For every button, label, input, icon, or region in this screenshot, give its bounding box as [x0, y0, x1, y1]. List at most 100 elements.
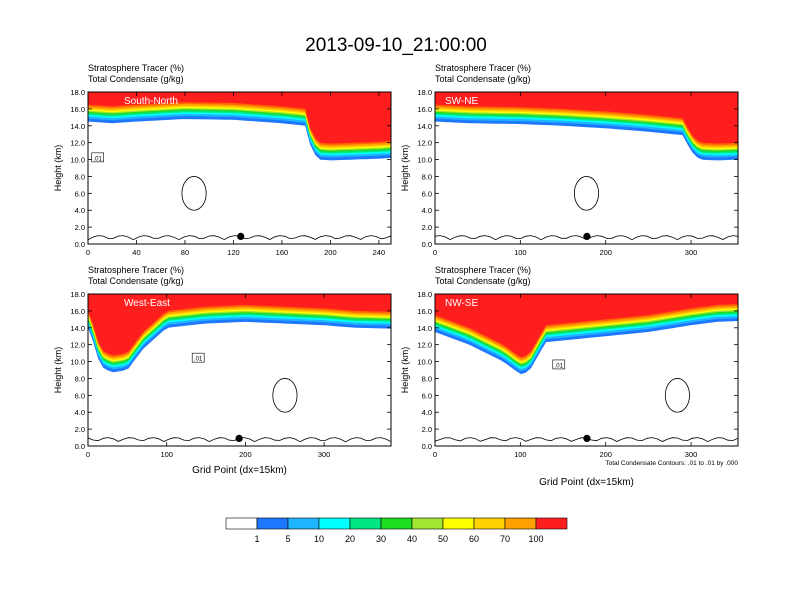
colorbar-label: 60 — [469, 534, 479, 544]
y-tick-label: 8.0 — [75, 374, 85, 383]
contour-label: .01 — [555, 363, 564, 369]
y-tick-label: 12.0 — [70, 341, 85, 350]
colorbar-box-3 — [318, 517, 351, 530]
panel-plot-area: .01 — [88, 294, 391, 446]
x-tick-label: 200 — [599, 450, 612, 459]
y-tick-label: 18.0 — [417, 88, 432, 97]
contour-label-box — [91, 152, 104, 163]
label-condensate: Total Condensate (g/kg) — [88, 276, 184, 286]
x-tick-label: 300 — [685, 450, 698, 459]
y-tick-label: 8.0 — [422, 374, 432, 383]
y-tick-label: 4.0 — [75, 206, 85, 215]
x-tick-label: 200 — [239, 450, 252, 459]
y-tick-label: 8.0 — [75, 172, 85, 181]
x-tick-label: 0 — [433, 450, 437, 459]
contour-footnote: Total Condensate Contours: .01 to .01 by… — [605, 460, 738, 467]
condensate-contour — [573, 176, 600, 211]
y-tick-label: 16.0 — [417, 307, 432, 316]
x-tick-label: 100 — [514, 450, 527, 459]
y-tick-label: 0.0 — [422, 442, 432, 451]
label-tracer: Stratosphere Tracer (%) — [435, 265, 531, 275]
y-tick-label: 12.0 — [70, 139, 85, 148]
x-axis-label: Grid Point (dx=15km) — [539, 477, 634, 488]
panel-tag: West-East — [124, 298, 170, 309]
y-tick-label: 18.0 — [70, 88, 85, 97]
panel-plot-area — [435, 92, 738, 244]
y-tick-label: 4.0 — [422, 408, 432, 417]
y-tick-label: 14.0 — [70, 122, 85, 131]
panel-tag: NW-SE — [445, 298, 478, 309]
colorbar-box-1 — [256, 517, 289, 530]
colorbar-box-6 — [411, 517, 444, 530]
y-tick-label: 14.0 — [417, 122, 432, 131]
location-marker — [583, 434, 591, 442]
x-tick-label: 100 — [514, 248, 527, 257]
y-tick-label: 10.0 — [417, 156, 432, 165]
panel-0: .01 South-North Stratosphere Tracer (%)Tot… — [53, 63, 392, 257]
colorbar-box-10 — [535, 517, 568, 530]
y-tick-label: 6.0 — [75, 189, 85, 198]
x-tick-label: 300 — [685, 248, 698, 257]
y-tick-label: 8.0 — [422, 172, 432, 181]
contour-label: .01 — [194, 357, 203, 363]
tracer-band-10 — [88, 294, 391, 356]
y-tick-label: 2.0 — [422, 425, 432, 434]
y-tick-label: 18.0 — [417, 290, 432, 299]
y-axis-label: Height (km) — [400, 145, 410, 192]
label-tracer: Stratosphere Tracer (%) — [88, 265, 184, 275]
colorbar-box-7 — [442, 517, 475, 530]
y-tick-label: 6.0 — [75, 391, 85, 400]
label-condensate: Total Condensate (g/kg) — [435, 276, 531, 286]
label-condensate: Total Condensate (g/kg) — [435, 74, 531, 84]
y-tick-label: 18.0 — [70, 290, 85, 299]
y-tick-label: 4.0 — [422, 206, 432, 215]
y-tick-label: 14.0 — [70, 324, 85, 333]
plot-frame — [87, 293, 392, 447]
y-tick-label: 6.0 — [422, 391, 432, 400]
y-tick-label: 16.0 — [70, 307, 85, 316]
x-tick-label: 100 — [160, 450, 173, 459]
colorbar: 1 5 10 20 30 40 50 60 70 100 — [225, 517, 568, 544]
panel-plot-area: .01 — [88, 92, 391, 244]
y-tick-label: 16.0 — [70, 105, 85, 114]
y-tick-label: 0.0 — [75, 442, 85, 451]
plot-frame — [434, 91, 739, 245]
colorbar-label: 5 — [285, 534, 290, 544]
x-tick-label: 300 — [318, 450, 331, 459]
y-tick-label: 10.0 — [70, 156, 85, 165]
y-tick-label: 10.0 — [70, 358, 85, 367]
condensate-contour — [664, 378, 690, 413]
colorbar-box-5 — [380, 517, 413, 530]
x-tick-label: 200 — [324, 248, 337, 257]
panel-tag: South-North — [124, 96, 178, 107]
tracer-band-10 — [88, 92, 391, 144]
panel-1: SW-NE Stratosphere Tracer (%)Total Conden… — [400, 63, 739, 257]
x-tick-label: 0 — [433, 248, 437, 257]
colorbar-label: 20 — [345, 534, 355, 544]
panel-tag: SW-NE — [445, 96, 478, 107]
y-tick-label: 16.0 — [417, 105, 432, 114]
x-tick-label: 200 — [599, 248, 612, 257]
x-axis-label: Grid Point (dx=15km) — [192, 465, 287, 476]
location-marker — [235, 434, 243, 442]
y-axis-label: Height (km) — [53, 347, 63, 394]
y-tick-label: 12.0 — [417, 341, 432, 350]
colorbar-label: 50 — [438, 534, 448, 544]
panel-plot-area: .01 — [435, 294, 738, 446]
figure-title: 2013-09-10_21:00:00 — [305, 35, 487, 56]
colorbar-box-8 — [473, 517, 506, 530]
colorbar-label: 10 — [314, 534, 324, 544]
x-tick-label: 0 — [86, 450, 90, 459]
y-tick-label: 2.0 — [75, 425, 85, 434]
location-marker — [237, 232, 245, 240]
y-tick-label: 14.0 — [417, 324, 432, 333]
tracer-band-10 — [435, 294, 738, 358]
colorbar-label: 1 — [254, 534, 259, 544]
panel-2: .01 West-East Stratosphere Tracer (%)Total… — [53, 265, 392, 476]
x-tick-label: 160 — [276, 248, 289, 257]
contour-label: .01 — [94, 156, 103, 162]
y-tick-label: 2.0 — [422, 223, 432, 232]
plot-frame — [434, 293, 739, 447]
